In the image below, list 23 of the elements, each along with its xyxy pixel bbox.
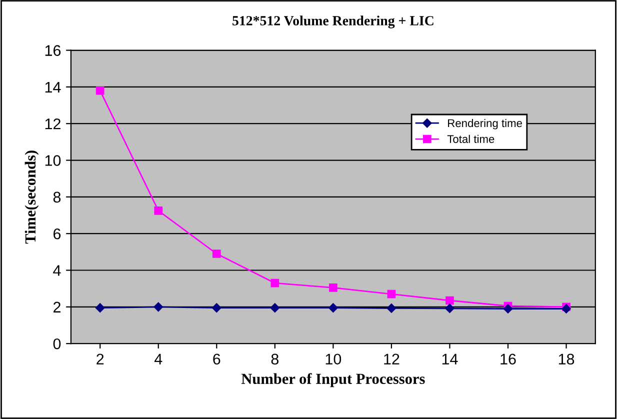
- y-tick-label: 6: [54, 228, 61, 240]
- legend-label: Total time: [447, 134, 494, 144]
- x-tick-label: 16: [500, 354, 516, 365]
- y-tick-label: 8: [53, 192, 61, 203]
- legend-label: Rendering time: [448, 118, 522, 130]
- x-tick-label: 6: [213, 354, 220, 365]
- x-tick-label: 2: [96, 354, 104, 364]
- x-tick-label: 12: [384, 354, 400, 364]
- x-tick-label: 4: [154, 354, 162, 364]
- chart-title: 512*512 Volume Rendering + LIC: [232, 16, 434, 28]
- x-tick-label: 18: [558, 354, 574, 365]
- x-axis-title: Number of Input Processors: [241, 373, 425, 388]
- y-axis-title: Time(seconds): [24, 150, 39, 244]
- y-tick-label: 12: [45, 118, 60, 130]
- y-tick-label: 4: [53, 265, 61, 276]
- x-tick-label: 14: [442, 354, 458, 364]
- x-tick-label: 8: [271, 354, 278, 365]
- y-tick-label: 0: [53, 338, 61, 350]
- y-tick-label: 10: [45, 155, 61, 166]
- x-tick-label: 10: [326, 354, 342, 365]
- y-tick-label: 14: [45, 82, 61, 92]
- y-tick-label: 16: [45, 45, 61, 56]
- y-tick-label: 2: [54, 302, 60, 312]
